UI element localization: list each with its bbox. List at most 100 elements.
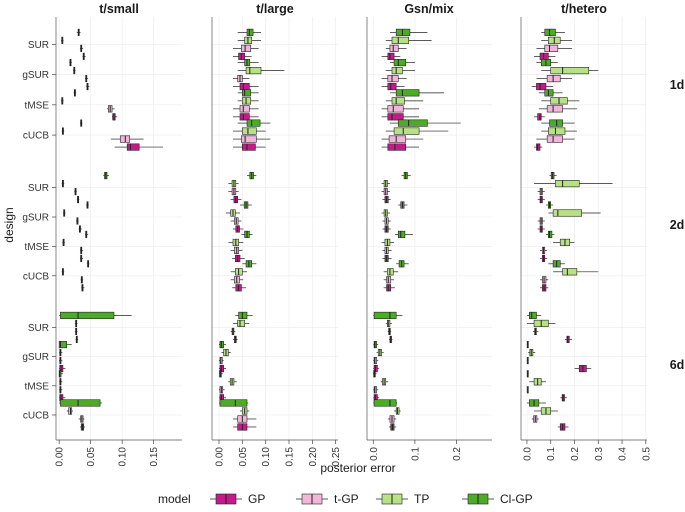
box-iqr [395, 89, 420, 97]
box-gp [232, 284, 247, 292]
box-cl-gp [545, 201, 554, 209]
box-tp [226, 209, 240, 217]
x-tick-label: 0.10 [118, 447, 129, 467]
box-t-gp [537, 188, 545, 196]
box-gp [233, 225, 244, 233]
y-tick-label: SUR [28, 323, 49, 334]
box-tp [529, 378, 546, 386]
box-gp [381, 83, 405, 91]
box-tp [381, 238, 395, 246]
box-tp [233, 127, 266, 135]
box-cl-gp [235, 311, 253, 319]
box-t-gp [228, 188, 239, 196]
box-tp [237, 67, 285, 75]
box-t-gp [230, 246, 243, 254]
box-cl-gp [526, 341, 529, 349]
x-tick-label: 0.25 [331, 447, 342, 467]
box-gp [537, 196, 545, 204]
box-cl-gp [59, 311, 132, 319]
box-iqr [389, 44, 399, 52]
box-gp [78, 225, 82, 233]
box-t-gp [80, 276, 84, 284]
legend-label: TP [414, 492, 429, 506]
box-iqr [239, 83, 250, 91]
panel [366, 161, 492, 301]
row-label: 6d [670, 358, 685, 372]
box-gp [564, 335, 573, 343]
box-iqr [539, 52, 549, 60]
box-t-gp [385, 44, 407, 52]
box-cl-gp [373, 341, 379, 349]
box-tp [526, 319, 556, 327]
box-iqr [550, 67, 590, 75]
box-t-gp [233, 135, 271, 143]
box-iqr [245, 67, 262, 75]
box-iqr [552, 209, 582, 217]
box-cl-gp [59, 399, 102, 407]
y-tick-label: cUCB [23, 271, 49, 282]
box-tp [534, 407, 558, 415]
legend-key-gp [210, 493, 242, 505]
box-tp [66, 407, 74, 415]
box-tp [228, 378, 237, 386]
column-title: t/small [99, 2, 139, 16]
box-cl-gp [373, 399, 397, 407]
box-cl-gp [69, 59, 72, 67]
box-t-gp [536, 75, 573, 83]
box-gp [534, 113, 545, 121]
box-iqr [397, 119, 428, 127]
box-t-gp [373, 386, 379, 394]
box-iqr [397, 230, 406, 238]
box-t-gp [382, 246, 392, 254]
box-gp [381, 143, 420, 151]
box-gp [81, 284, 85, 292]
box-t-gp [383, 276, 395, 284]
box-cl-gp [538, 89, 563, 97]
box-t-gp [79, 44, 84, 52]
legend-key-t-gp [296, 493, 328, 505]
box-tp [62, 238, 65, 246]
box-tp [385, 319, 392, 327]
box-t-gp [110, 135, 144, 143]
box-gp [382, 196, 391, 204]
box-iqr [393, 127, 420, 135]
box-t-gp [538, 105, 577, 113]
box-t-gp [233, 75, 250, 83]
box-iqr [237, 319, 245, 327]
x-axes: 0.00 0.05 0.10 0.15 0.00 0.05 0.10 0.15 0.20 0.25… [55, 439, 652, 467]
box-iqr [387, 75, 399, 83]
box-gp [232, 254, 245, 262]
x-tick-label: 0.4 [618, 447, 629, 461]
box-cl-gp [237, 119, 271, 127]
x-tick-label: 0.20 [308, 447, 319, 467]
row-labels: 1d 2d 6d [670, 78, 685, 372]
box-gp [233, 83, 259, 91]
y-tick-label: SUR [28, 183, 49, 194]
box-iqr [393, 59, 407, 67]
box-gp [557, 423, 569, 431]
box-t-gp [536, 135, 575, 143]
box-tp [237, 97, 259, 105]
legend-key-cl-gp [462, 493, 494, 505]
panel [211, 301, 338, 440]
panel [211, 17, 338, 161]
box-tp [541, 36, 573, 44]
box-t-gp [76, 217, 79, 225]
box-gp [233, 423, 257, 431]
y-tick-label: cUCB [23, 410, 49, 421]
y-axis-title: design [2, 207, 16, 242]
box-t-gp [230, 217, 242, 225]
box-iqr [537, 113, 542, 121]
box-tp [385, 36, 432, 44]
box-cl-gp [219, 399, 248, 407]
box-tp [380, 378, 389, 386]
box-iqr [391, 67, 403, 75]
x-tick-label: 0.5 [641, 447, 652, 461]
x-tick-label: 0.1 [546, 447, 557, 461]
box-cl-gp [58, 370, 63, 378]
box-gp [574, 365, 592, 373]
box-t-gp [536, 44, 573, 52]
box-cl-gp [237, 28, 261, 36]
box-iqr [60, 311, 115, 319]
box-tp [74, 319, 78, 327]
